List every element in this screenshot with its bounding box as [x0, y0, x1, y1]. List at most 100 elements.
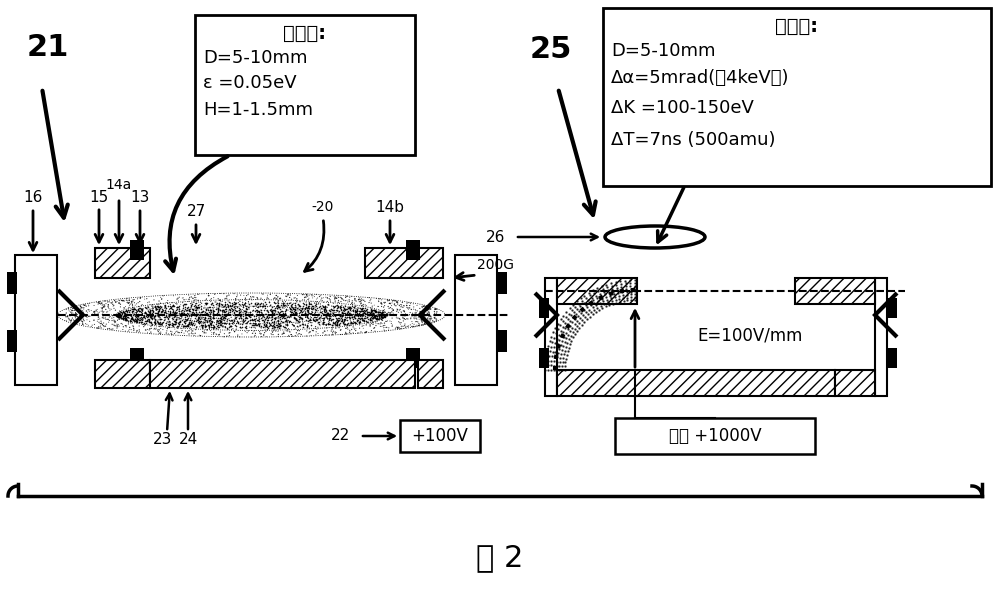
Point [216, 289, 232, 298]
Point [270, 295, 286, 305]
Point [136, 310, 152, 319]
Point [320, 309, 336, 319]
Point [198, 314, 214, 323]
Point [139, 315, 155, 325]
Point [339, 309, 355, 319]
Point [211, 330, 227, 340]
Point [332, 319, 348, 328]
Point [228, 321, 244, 331]
Point [96, 313, 112, 323]
Point [367, 306, 383, 316]
Point [417, 319, 433, 329]
Point [227, 305, 243, 315]
Point [393, 307, 409, 317]
Point [222, 305, 238, 314]
Point [254, 315, 270, 325]
Point [264, 314, 280, 323]
Point [164, 320, 180, 330]
Point [225, 310, 241, 320]
Point [258, 309, 274, 319]
Point [305, 301, 321, 311]
Point [143, 327, 159, 337]
Point [271, 302, 287, 311]
Point [313, 303, 329, 313]
Point [304, 290, 320, 300]
Point [325, 311, 341, 320]
Point [71, 316, 87, 325]
Point [255, 300, 271, 309]
Point [171, 319, 187, 329]
Point [324, 330, 340, 340]
Point [221, 298, 237, 307]
Point [253, 307, 269, 316]
Point [201, 311, 217, 320]
Point [95, 312, 111, 322]
Point [210, 313, 226, 323]
Point [351, 295, 367, 304]
Point [307, 298, 323, 308]
Point [278, 313, 294, 323]
Point [151, 315, 167, 325]
Point [312, 301, 328, 311]
Point [196, 328, 212, 338]
Point [256, 316, 272, 326]
Point [203, 294, 219, 303]
Point [123, 311, 139, 321]
Point [212, 317, 228, 327]
Point [158, 319, 174, 328]
Point [169, 299, 185, 308]
Point [371, 311, 387, 321]
Point [416, 317, 432, 327]
Point [68, 317, 84, 327]
Point [117, 314, 133, 323]
Bar [15, 255, 57, 385]
Point [142, 317, 158, 327]
Point [219, 331, 235, 341]
Point [304, 301, 320, 310]
Point [191, 302, 207, 312]
Point [237, 323, 253, 332]
Point [257, 301, 273, 311]
Point [423, 312, 439, 322]
Point [114, 308, 130, 318]
Point [117, 315, 133, 325]
Point [298, 301, 314, 310]
Point [366, 311, 382, 321]
Point [299, 313, 315, 322]
Point [71, 305, 87, 314]
Point [240, 310, 256, 319]
Point [303, 313, 319, 322]
Point [291, 308, 307, 317]
Point [186, 316, 202, 326]
Point [251, 308, 267, 318]
Point [168, 308, 184, 317]
Point [165, 307, 181, 317]
Point [218, 309, 234, 319]
Point [265, 326, 281, 336]
Point [368, 310, 384, 319]
Point [300, 308, 316, 317]
Point [322, 319, 338, 329]
Point [212, 327, 228, 337]
Point [138, 303, 154, 313]
Point [140, 306, 156, 316]
Point [420, 316, 436, 326]
Point [328, 294, 344, 303]
Point [326, 302, 342, 311]
Point [216, 313, 232, 322]
Point [350, 328, 366, 338]
Point [198, 299, 214, 308]
Point [350, 313, 366, 322]
Point [427, 314, 443, 323]
Point [126, 322, 142, 332]
Point [332, 292, 348, 302]
Point [102, 304, 118, 314]
Point [237, 308, 253, 317]
Point [139, 303, 155, 313]
Bar [150, 360, 415, 388]
Point [294, 303, 310, 313]
Point [118, 313, 134, 323]
Point [180, 309, 196, 319]
Point [143, 322, 159, 331]
Point [191, 307, 207, 316]
